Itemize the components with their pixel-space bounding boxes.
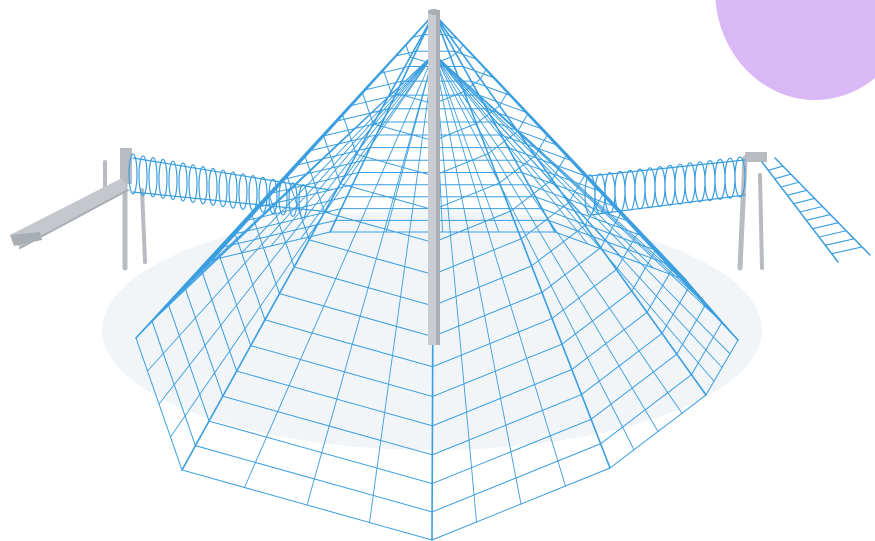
right-tunnel-hoop-2 — [604, 172, 616, 214]
net-ring-3 — [361, 66, 508, 142]
net-strand-2-3 — [433, 53, 731, 355]
slide-edge — [19, 189, 129, 249]
net-ring-14 — [167, 208, 706, 485]
left-tunnel-hoop-16 — [288, 182, 298, 218]
net-spoke-6 — [329, 13, 435, 233]
net-strand-6-2 — [270, 53, 435, 247]
net-strand-9-2 — [306, 53, 435, 506]
net-spoke-2 — [433, 13, 707, 396]
net-strand-4-1 — [433, 53, 654, 269]
left-post-back — [140, 188, 147, 264]
net-strand-1-3 — [433, 53, 683, 414]
net-strand-6-3 — [241, 53, 435, 254]
right-tunnel-hoop-6 — [644, 167, 656, 209]
ladder-rung-3 — [780, 181, 800, 188]
net-strand-0-2 — [433, 53, 522, 505]
net-strand-4-2 — [433, 53, 621, 257]
right-tunnel-hoop-12 — [704, 160, 716, 202]
left-tunnel-hoop-9 — [218, 169, 228, 208]
left-tunnel-hoop-14 — [268, 178, 278, 215]
left-tunnel-hoop-17 — [298, 183, 308, 219]
left-tunnel-hoop-2 — [148, 156, 158, 198]
ladder-rung-9 — [818, 230, 847, 238]
ladder-rung-4 — [786, 189, 808, 196]
net-strand-5-1 — [433, 53, 500, 233]
central-mast-shade — [436, 10, 440, 345]
left-tunnel-hoop-1 — [138, 155, 148, 197]
net-strand-8-3 — [170, 53, 435, 438]
left-tunnel-hoop-6 — [188, 164, 198, 204]
ladder-rung-7 — [805, 214, 831, 221]
net-strand-9-3 — [369, 53, 435, 523]
net-strand-0-3 — [433, 53, 566, 487]
ladder-rung-8 — [812, 222, 839, 230]
net-ring-16 — [135, 231, 739, 541]
net-strand-2-1 — [433, 53, 715, 382]
net-strand-3-3 — [433, 53, 700, 296]
net-spoke-9 — [181, 13, 435, 471]
net-strand-1-2 — [433, 53, 659, 432]
left-tunnel-hoop-12 — [248, 174, 258, 212]
net-strand-1-1 — [433, 53, 635, 451]
left-tunnel-bottom-rail — [132, 191, 331, 213]
left-tunnel-hoop-15 — [278, 180, 288, 216]
left-tunnel-hoop-8 — [208, 167, 218, 206]
net-ring-12 — [200, 184, 673, 427]
left-tunnel-hoop-4 — [168, 160, 178, 201]
net-ring-7 — [285, 121, 586, 276]
net-ring-8 — [268, 134, 604, 307]
left-tunnel-hoop-11 — [238, 173, 248, 211]
net-strand-7-3 — [154, 53, 435, 319]
right-tunnel-hoop-4 — [624, 169, 636, 211]
net-strand-8-2 — [158, 53, 435, 405]
left-tunnel-top-rail — [132, 157, 331, 191]
mast-cap — [428, 9, 440, 15]
right-platform-frame — [745, 152, 767, 162]
net-strand-0-1 — [433, 53, 477, 523]
net-ring-4 — [341, 80, 529, 177]
right-tunnel-hoop-14 — [724, 157, 736, 199]
right-post-front — [737, 155, 748, 271]
right-tunnel-top-rail — [589, 159, 746, 177]
ladder-rung-6 — [799, 205, 824, 213]
slide-chute — [10, 178, 128, 248]
left-tunnel-hoop-7 — [198, 165, 208, 205]
net-strand-9-1 — [244, 53, 435, 488]
right-tunnel-hoop-3 — [614, 170, 626, 212]
right-tunnel-hoop-8 — [664, 164, 676, 206]
left-tunnel-hoop-0 — [128, 153, 138, 195]
left-tunnel-hoop-3 — [158, 158, 168, 199]
net-strand-4-3 — [433, 53, 589, 245]
ladder-rung-2 — [774, 173, 792, 180]
net-ring-6 — [303, 108, 567, 244]
right-tunnel-hoop-15 — [734, 156, 746, 198]
net-ring-10 — [233, 159, 639, 368]
ladder-rung-11 — [831, 246, 863, 255]
left-tunnel-hoop-13 — [258, 176, 268, 213]
net-ring-13 — [183, 196, 690, 456]
right-tunnel-hoop-9 — [674, 163, 686, 205]
ladder-rung-10 — [824, 238, 855, 246]
right-post-back — [758, 173, 764, 270]
left-tunnel-hoop-5 — [178, 162, 188, 202]
net-ring-2 — [382, 50, 487, 105]
net-strand-6-1 — [300, 53, 435, 240]
net-spoke-5 — [433, 13, 556, 233]
right-tunnel-hoop-11 — [694, 161, 706, 203]
ladder-rung-1 — [767, 165, 784, 171]
right-tunnel-hoop-7 — [654, 166, 666, 208]
ladder-rung-5 — [793, 197, 816, 205]
left-tunnel-hoop-10 — [228, 171, 238, 209]
right-tunnel-bottom-rail — [589, 194, 746, 216]
right-tunnel-hoop-5 — [634, 168, 646, 210]
right-tunnel-hoop-13 — [714, 158, 726, 200]
net-ring-9 — [250, 147, 622, 338]
right-tunnel-hoop-10 — [684, 162, 696, 204]
slide-exit — [10, 232, 42, 246]
